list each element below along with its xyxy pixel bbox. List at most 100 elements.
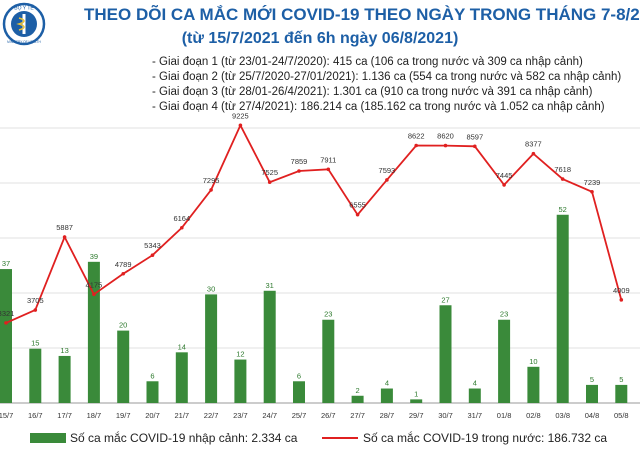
line-point <box>62 235 67 239</box>
bar-imported-cases <box>117 330 130 403</box>
line-value-label: 4789 <box>115 260 132 269</box>
ministry-of-health-logo: BỘ Y TẾ MINISTRY OF HEALTH <box>2 2 46 46</box>
legend-bar-label: Số ca mắc COVID-19 nhập cảnh: 2.334 ca <box>70 430 298 445</box>
bar-imported-cases <box>586 384 598 403</box>
line-value-label: 7445 <box>496 171 513 180</box>
line-value-label: 5343 <box>144 241 161 250</box>
x-tick-label: 28/7 <box>380 411 395 420</box>
line-point <box>33 308 38 312</box>
x-tick-label: 24/7 <box>262 411 277 420</box>
bar-value-label: 6 <box>297 371 301 380</box>
line-value-label: 7295 <box>203 176 220 185</box>
bar-imported-cases <box>468 388 481 403</box>
bar-imported-cases <box>380 388 393 403</box>
bar-value-label: 4 <box>385 379 389 388</box>
line-value-label: 6555 <box>349 201 366 210</box>
bar-value-label: 15 <box>31 339 39 348</box>
line-value-label: 3705 <box>27 296 44 305</box>
period-note-2: - Giai đoạn 2 (từ 25/7/2020-27/01/2021):… <box>152 71 622 83</box>
bar-imported-cases <box>58 355 71 403</box>
bar-value-label: 6 <box>150 371 154 380</box>
bar-imported-cases <box>410 399 423 403</box>
bar-imported-cases <box>615 384 628 403</box>
x-tick-label: 23/7 <box>233 411 248 420</box>
line-point <box>180 225 184 230</box>
line-point <box>385 178 389 182</box>
line-value-label: 7593 <box>379 166 396 175</box>
x-tick-label: 05/8 <box>614 411 629 420</box>
x-tick-label: 15/7 <box>0 411 13 420</box>
bar-value-label: 12 <box>236 350 244 359</box>
bar-value-label: 23 <box>324 310 332 319</box>
x-tick-label: 22/7 <box>204 411 219 420</box>
bar-value-label: 37 <box>2 259 10 268</box>
logo-subtext: MINISTRY OF HEALTH <box>7 40 41 44</box>
x-tick-label: 16/7 <box>28 411 43 420</box>
line-value-label: 7239 <box>584 178 601 187</box>
legend-line-label: Số ca mắc COVID-19 trong nước: 186.732 c… <box>363 430 607 445</box>
chart-subtitle: (từ 15/7/2021 đến 6h ngày 06/8/2021) <box>181 30 459 47</box>
logo-text: BỘ Y TẾ <box>14 5 34 12</box>
bar-imported-cases <box>498 319 511 403</box>
x-tick-label: 30/7 <box>438 411 453 420</box>
bar-value-label: 1 <box>414 389 418 398</box>
line-point <box>560 177 565 181</box>
bar-value-label: 2 <box>356 386 360 395</box>
line-point <box>443 143 448 148</box>
x-tick-label: 18/7 <box>87 411 102 420</box>
line-value-label: 4175 <box>86 280 103 289</box>
x-tick-label: 19/7 <box>116 411 131 420</box>
line-point <box>502 183 506 187</box>
line-point <box>209 188 213 192</box>
period-note-1: - Giai đoạn 1 (từ 23/01-24/7/2020): 415 … <box>152 56 583 68</box>
bar-value-label: 5 <box>590 375 594 384</box>
line-value-label: 8622 <box>408 132 425 141</box>
bar-imported-cases <box>234 359 247 403</box>
bar-value-label: 14 <box>178 342 186 351</box>
x-tick-label: 26/7 <box>321 411 336 420</box>
line-point <box>121 271 125 276</box>
line-value-label: 7525 <box>261 168 278 177</box>
x-tick-label: 01/8 <box>497 411 512 420</box>
bar-imported-cases <box>322 319 335 403</box>
line-value-label: 7859 <box>291 157 308 166</box>
bar-imported-cases <box>0 269 12 403</box>
line-point <box>531 151 536 156</box>
bar-imported-cases <box>29 348 42 403</box>
bar-value-label: 23 <box>500 310 508 319</box>
x-tick-label: 04/8 <box>585 411 600 420</box>
bar-value-label: 5 <box>619 375 623 384</box>
bar-value-label: 39 <box>90 252 98 261</box>
line-value-label: 8377 <box>525 140 542 149</box>
bar-value-label: 30 <box>207 284 215 293</box>
bar-value-label: 27 <box>441 295 449 304</box>
bar-imported-cases <box>527 366 540 403</box>
line-point <box>326 167 331 172</box>
line-value-label: 7911 <box>320 155 336 164</box>
bar-value-label: 4 <box>473 379 477 388</box>
line-point <box>355 212 360 217</box>
bar-imported-cases <box>439 305 452 403</box>
bar-value-label: 13 <box>60 346 68 355</box>
line-point <box>590 189 594 194</box>
line-value-label: 8597 <box>466 132 483 141</box>
x-tick-label: 31/7 <box>467 411 482 420</box>
bar-value-label: 20 <box>119 321 127 330</box>
line-point <box>414 143 419 148</box>
line-value-label: 5887 <box>56 223 73 232</box>
line-value-label: 3321 <box>0 309 14 318</box>
line-point <box>238 123 243 128</box>
bar-imported-cases <box>205 294 218 403</box>
line-point <box>473 144 477 149</box>
x-tick-label: 29/7 <box>409 411 424 420</box>
bar-imported-cases <box>556 214 569 403</box>
line-value-label: 7618 <box>554 165 571 174</box>
bar-imported-cases <box>351 395 364 403</box>
period-note-4: - Giai đoạn 4 (từ 27/4/2021): 186.214 ca… <box>152 101 605 113</box>
bar-imported-cases <box>175 352 188 403</box>
period-note-3: - Giai đoạn 3 (từ 28/01-26/4/2021): 1.30… <box>152 86 593 98</box>
x-tick-label: 21/7 <box>174 411 189 420</box>
line-point <box>267 180 272 185</box>
line-point <box>150 253 155 258</box>
